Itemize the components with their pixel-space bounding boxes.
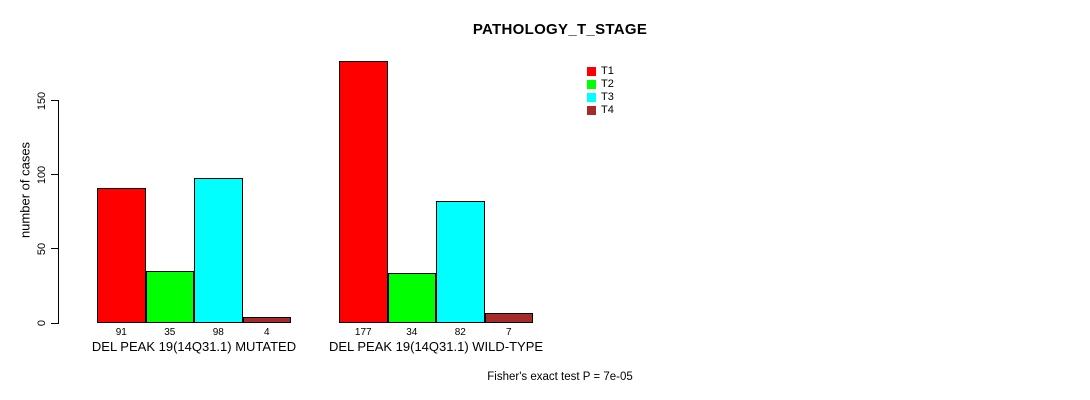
y-axis-line [58,100,59,324]
y-tick [51,100,59,102]
bar-t3-group1 [194,177,243,323]
bar-value-label: 98 [212,327,224,338]
bar-t2-group1 [145,271,194,323]
legend-item: T2 [587,78,614,91]
annotation-text: Fisher's exact test P = 7e-05 [487,371,633,383]
bar-value-label: 34 [406,327,418,338]
legend-label: T3 [601,91,614,103]
y-tick-label: 150 [36,91,48,110]
bar-t1-group2 [339,60,388,323]
bar-t4-group2 [484,312,533,323]
y-tick-label: 50 [36,242,48,255]
y-tick [51,174,59,176]
bar-value-label: 177 [354,327,372,338]
y-tick-label: 100 [36,165,48,184]
legend-item: T1 [587,65,614,78]
legend-swatch-t1 [587,67,596,76]
legend-swatch-t4 [587,106,596,115]
bar-t3-group2 [436,201,485,323]
legend-swatch-t2 [587,80,596,89]
legend-label: T2 [601,78,614,90]
legend-item: T4 [587,104,614,117]
bar-t2-group2 [387,272,436,323]
bar-value-label: 91 [115,327,127,338]
bar-value-label: 35 [164,327,176,338]
legend-label: T1 [601,65,614,77]
bar-t1-group1 [97,188,146,323]
bar-value-label: 82 [454,327,466,338]
legend-label: T4 [601,104,614,116]
legend: T1 T2 T3 T4 [587,65,614,117]
y-tick [51,322,59,324]
y-tick-label: 0 [36,319,48,327]
chart-title: PATHOLOGY_T_STAGE [472,21,648,38]
legend-item: T3 [587,91,614,104]
y-tick [51,248,59,250]
group-label: DEL PEAK 19(14Q31.1) WILD-TYPE [328,339,544,354]
group-label: DEL PEAK 19(14Q31.1) MUTATED [91,339,297,354]
legend-swatch-t3 [587,93,596,102]
bar-value-label: 4 [263,327,270,338]
bar-value-label: 7 [505,327,512,338]
bar-t4-group1 [242,317,291,323]
